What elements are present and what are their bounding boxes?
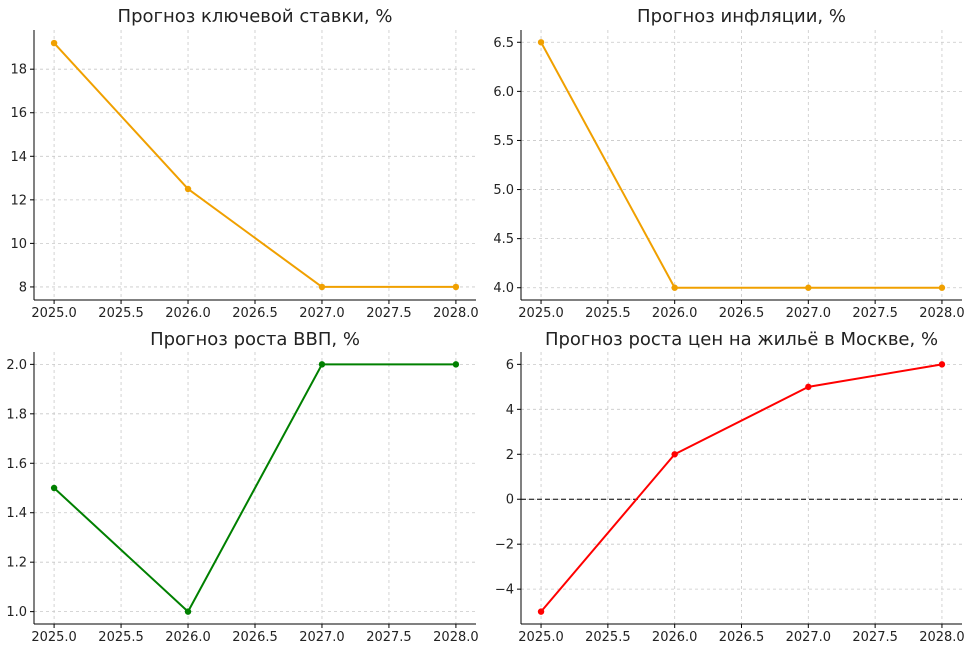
chart-title: Прогноз ключевой ставки, % [118, 6, 393, 27]
y-tick-label: 1.0 [6, 605, 27, 620]
chart-panel-3: Прогноз роста ВВП, % 2025.0 2025.5 2026.0 20… [6, 329, 478, 645]
y-tick-label: 5.5 [493, 134, 514, 149]
chart-panel-2: Прогноз инфляции, % 2025.0 2025.5 2026.0 202… [493, 6, 964, 321]
y-tick-label: 12 [10, 193, 27, 208]
data-point [671, 284, 678, 291]
data-point [537, 39, 545, 46]
x-tick-label: 2027.5 [852, 306, 898, 321]
data-point [805, 284, 812, 291]
x-tick-label: 2026.5 [232, 306, 278, 321]
y-tick-label: 2 [506, 448, 514, 463]
series-line [540, 41, 942, 289]
x-tick-label: 2027.5 [852, 630, 898, 645]
y-tick-label: 14 [10, 150, 27, 165]
data-point [805, 383, 812, 391]
y-tick-label: 6.0 [493, 85, 514, 100]
x-tick-label: 2026.0 [165, 630, 211, 645]
y-tick-label: 6.5 [493, 36, 514, 51]
x-tick-label: 2025.0 [518, 306, 564, 321]
data-point [938, 284, 946, 291]
y-tick-label: −2 [495, 538, 514, 553]
x-tick-label: 2027.0 [786, 306, 832, 321]
data-point [50, 39, 58, 47]
y-tick-label: 4.0 [493, 281, 514, 296]
y-tick-label: 5.0 [493, 183, 514, 198]
y-tick-label: 1.4 [6, 506, 27, 521]
y-tick-label: 2.0 [6, 358, 27, 373]
y-tick-label: 18 [10, 63, 27, 78]
series-line [540, 363, 943, 613]
x-tick-label: 2026.0 [652, 306, 698, 321]
y-tick-label: 6 [506, 358, 514, 373]
x-tick-label: 2025.5 [98, 630, 144, 645]
y-tick-label: −4 [495, 583, 514, 598]
data-point [318, 361, 326, 368]
x-tick-label: 2026.0 [165, 306, 211, 321]
x-tick-label: 2025.5 [98, 306, 144, 321]
y-tick-label: 10 [10, 237, 27, 252]
x-tick-label: 2025.0 [31, 306, 77, 321]
y-tick-label: 1.8 [6, 407, 27, 422]
x-tick-label: 2027.0 [299, 630, 345, 645]
chart-panel-1: Прогноз ключевой ставки, % 2025.0 2025.5 20… [10, 6, 478, 321]
x-tick-label: 2028.0 [433, 630, 479, 645]
data-point [938, 361, 946, 368]
x-tick-label: 2027.0 [786, 630, 832, 645]
chart-title: Прогноз роста цен на жильё в Москве, % [545, 329, 938, 350]
y-tick-label: 16 [10, 106, 27, 121]
x-tick-label: 2028.0 [433, 306, 479, 321]
x-tick-label: 2026.5 [232, 630, 278, 645]
x-tick-label: 2027.5 [366, 630, 412, 645]
data-point [452, 283, 460, 291]
x-tick-label: 2028.0 [919, 630, 965, 645]
x-tick-label: 2026.5 [719, 306, 765, 321]
y-tick-label: 0 [506, 493, 514, 508]
y-tick-label: 8 [19, 280, 27, 295]
y-tick-label: 4.5 [493, 232, 514, 247]
chart-panel-4: Прогноз роста цен на жильё в Москве, %20… [495, 329, 965, 645]
data-point [318, 283, 326, 291]
data-point [671, 451, 678, 458]
x-tick-label: 2027.5 [366, 306, 412, 321]
x-tick-label: 2025.5 [585, 306, 631, 321]
chart-title: Прогноз инфляции, % [637, 6, 846, 27]
x-tick-label: 2026.0 [652, 630, 698, 645]
data-point [50, 484, 58, 492]
x-tick-label: 2025.5 [585, 630, 631, 645]
y-tick-label: 1.2 [6, 556, 27, 571]
y-tick-label: 1.6 [6, 457, 27, 472]
x-tick-label: 2026.5 [719, 630, 765, 645]
series-line [53, 363, 456, 613]
data-point [537, 608, 545, 615]
x-tick-label: 2027.0 [299, 306, 345, 321]
chart-title: Прогноз роста ВВП, % [150, 329, 360, 350]
data-point [184, 185, 192, 193]
data-point [184, 608, 192, 615]
y-tick-label: 4 [506, 403, 514, 418]
x-tick-label: 2025.0 [31, 630, 77, 645]
data-point [452, 361, 460, 368]
x-tick-label: 2025.0 [518, 630, 564, 645]
series-line [53, 42, 456, 288]
x-tick-label: 2028.0 [919, 306, 965, 321]
